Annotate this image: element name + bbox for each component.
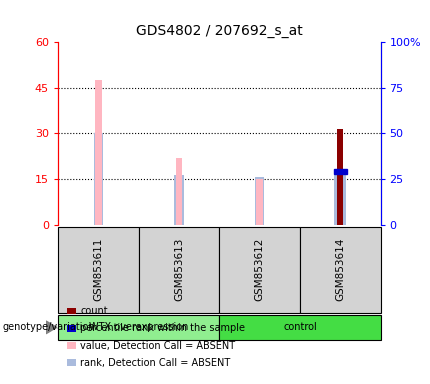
- Text: percentile rank within the sample: percentile rank within the sample: [80, 323, 246, 333]
- Text: count: count: [80, 306, 108, 316]
- Title: GDS4802 / 207692_s_at: GDS4802 / 207692_s_at: [136, 25, 303, 38]
- Text: GSM853614: GSM853614: [335, 238, 345, 301]
- Bar: [95, 80, 101, 225]
- FancyBboxPatch shape: [58, 315, 219, 340]
- Text: WTX overexpression: WTX overexpression: [89, 322, 188, 333]
- Bar: [337, 129, 344, 225]
- Bar: [176, 158, 182, 225]
- Polygon shape: [46, 321, 57, 334]
- Text: GSM853613: GSM853613: [174, 238, 184, 301]
- Text: GSM853612: GSM853612: [255, 238, 264, 301]
- FancyBboxPatch shape: [219, 315, 381, 340]
- Bar: [94, 134, 103, 225]
- Text: value, Detection Call = ABSENT: value, Detection Call = ABSENT: [80, 341, 236, 351]
- Bar: [335, 172, 346, 225]
- FancyBboxPatch shape: [219, 227, 300, 313]
- FancyBboxPatch shape: [138, 227, 219, 313]
- Text: genotype/variation: genotype/variation: [2, 322, 95, 333]
- Bar: [256, 179, 263, 225]
- Text: control: control: [283, 322, 317, 333]
- Text: rank, Detection Call = ABSENT: rank, Detection Call = ABSENT: [80, 358, 230, 368]
- FancyBboxPatch shape: [58, 227, 138, 313]
- Bar: [174, 175, 184, 225]
- Bar: [335, 172, 346, 225]
- Bar: [334, 169, 347, 174]
- Bar: [255, 177, 264, 225]
- Text: GSM853611: GSM853611: [93, 238, 103, 301]
- FancyBboxPatch shape: [300, 227, 381, 313]
